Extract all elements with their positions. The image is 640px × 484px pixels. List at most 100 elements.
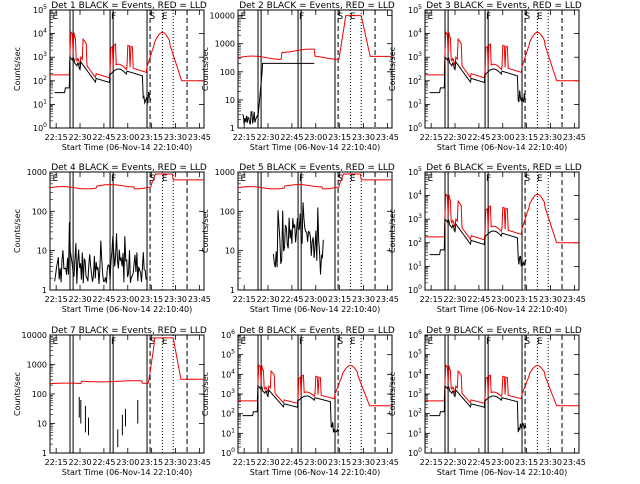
lld-series-line [425,192,579,244]
events-series-line [54,55,152,105]
xtick-label: 23:15 [140,458,163,467]
flag-label: E [537,337,543,347]
ytick-label: 102 [33,75,47,86]
flag-label: S [525,337,531,347]
ytick-label: 1000 [27,168,47,177]
ytick-label: 10 [37,247,47,256]
xtick-label: 23:30 [352,133,375,142]
xtick-label: 22:30 [68,133,91,142]
xtick-label: 23:45 [188,295,211,304]
ytick-label: 1 [230,124,235,133]
xtick-label: 22:30 [68,295,91,304]
ytick-label: 100 [220,207,235,216]
detector-panel-7: Det 7 BLACK = Events, RED = LLD 1 10 100 100… [13,326,211,477]
y-axis-label: Counts/sec [201,47,210,91]
flag-label: F [486,12,491,22]
panel-title: Det 6 BLACK = Events, RED = LLD [426,163,582,173]
xtick-label: 23:00 [304,458,327,467]
lld-series-line [425,364,579,407]
xtick-label: 22:30 [256,295,279,304]
ytick-label: 104 [33,28,47,39]
xtick-label: 23:45 [376,295,399,304]
ytick-label: 104 [408,28,422,39]
ytick-label: 10000 [22,331,47,340]
events-series-line [272,202,324,275]
ytick-label: 1000 [27,361,47,370]
lld-series-line [238,364,392,407]
flag-label: E [350,12,356,22]
detector-panel-6: Det 6 BLACK = Events, RED = LLD 100 101 102… [388,163,586,314]
ytick-label: 103 [33,51,47,62]
flag-label: S [338,337,344,347]
xtick-label: 23:30 [164,133,187,142]
events-series-line [242,384,340,434]
detector-panel-2: Det 2 BLACK = Events, RED = LLD 1 10 100 100… [201,1,399,152]
flag-label: S [525,12,531,22]
flag-label: F [299,174,304,184]
ytick-label: 1 [230,286,235,295]
flag-label: E [53,12,59,22]
y-axis-label: Counts/sec [13,209,22,253]
flag-label: F [486,337,491,347]
ytick-label: 100 [33,122,47,133]
flag-label: E [162,12,168,22]
xtick-label: 22:15 [420,133,443,142]
xtick-label: 22:45 [467,458,490,467]
detector-panel-1: Det 1 BLACK = Events, RED = LLD 100 101 102… [13,1,211,152]
ytick-label: 100 [32,390,47,399]
x-axis-label: Start Time (06-Nov-14 22:10:40) [62,305,192,314]
xtick-label: 23:15 [328,133,351,142]
ytick-label: 104 [221,368,235,379]
xtick-label: 22:15 [233,133,256,142]
xtick-label: 23:45 [563,133,586,142]
ytick-label: 1000 [215,168,235,177]
events-series-line [54,222,147,284]
xtick-label: 23:15 [515,295,538,304]
xtick-label: 23:45 [188,133,211,142]
panel-title: Det 2 BLACK = Events, RED = LLD [239,1,395,11]
plot-frame [49,9,205,129]
xtick-label: 23:45 [188,458,211,467]
xtick-label: 23:45 [376,133,399,142]
flag-label: E [350,174,356,184]
detector-panel-4: Det 4 BLACK = Events, RED = LLD 1 10 100 100… [13,163,211,314]
flag-label: E [241,174,247,184]
x-axis-label: Start Time (06-Nov-14 22:10:40) [250,305,380,314]
xtick-label: 23:30 [539,458,562,467]
plot-frame [237,9,393,129]
xtick-label: 22:30 [443,458,466,467]
ytick-label: 105 [408,166,422,177]
ytick-label: 10 [225,96,235,105]
lld-series-line [49,337,204,385]
flag-label: E [241,337,247,347]
detector-panel-5: Det 5 BLACK = Events, RED = LLD 1 10 100 100… [201,163,399,314]
plot-frame [424,9,580,129]
ytick-label: 102 [408,237,422,248]
xtick-label: 23:00 [491,458,514,467]
lld-series-line [237,173,392,190]
flag-label: E [428,12,434,22]
ytick-label: 103 [408,51,422,62]
ytick-label: 101 [408,427,422,438]
flag-label: S [338,174,344,184]
ytick-label: 101 [408,260,422,271]
xtick-label: 23:00 [116,133,139,142]
flag-label: S [150,12,156,22]
panel-title: Det 7 BLACK = Events, RED = LLD [51,326,207,336]
flag-label: F [299,12,304,22]
xtick-label: 23:15 [328,295,351,304]
panel-title: Det 1 BLACK = Events, RED = LLD [51,1,207,11]
x-axis-label: Start Time (06-Nov-14 22:10:40) [250,143,380,152]
xtick-label: 22:45 [467,295,490,304]
xtick-label: 23:15 [140,295,163,304]
ytick-label: 101 [221,427,235,438]
ytick-label: 105 [408,349,422,360]
ytick-label: 10000 [210,12,235,21]
xtick-label: 22:45 [92,458,115,467]
lld-series-line [237,15,392,60]
xtick-label: 22:30 [443,295,466,304]
xtick-label: 23:00 [491,133,514,142]
detector-panel-3: Det 3 BLACK = Events, RED = LLD 100 101 102… [388,1,586,152]
xtick-label: 22:45 [467,133,490,142]
